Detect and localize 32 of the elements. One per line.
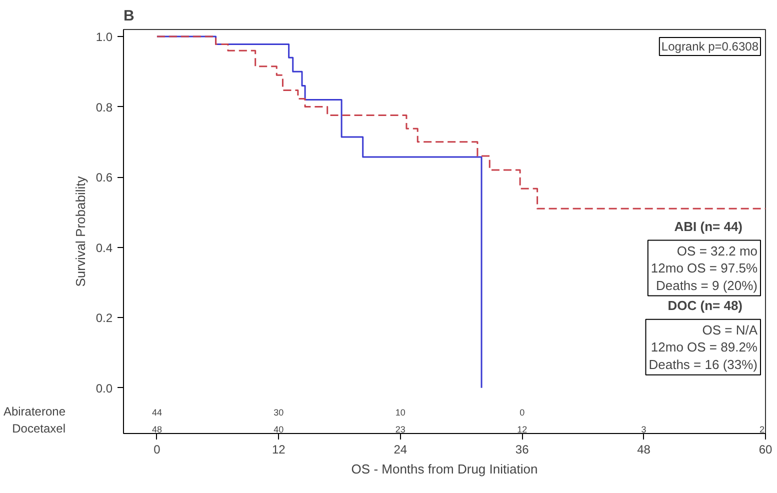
- x-tick-label: 0: [154, 442, 161, 456]
- x-axis-title: OS - Months from Drug Initiation: [351, 462, 538, 476]
- y-tick-label: 0.0: [96, 381, 113, 396]
- annotation: 3: [641, 424, 646, 434]
- y-axis-title: Survival Probability: [72, 176, 88, 287]
- annotation: 12: [517, 424, 528, 434]
- annotation: 44: [152, 407, 162, 418]
- annotation: DOC (n= 48): [668, 298, 743, 313]
- x-tick-label: 36: [515, 442, 530, 456]
- x-tick-label: 60: [758, 442, 772, 456]
- annotation: 23: [395, 424, 406, 434]
- annotation: 40: [274, 424, 284, 434]
- y-tick-label: 1.0: [96, 30, 113, 44]
- annotation: 10: [395, 407, 406, 418]
- annotation: 48: [152, 424, 162, 434]
- chart-title: B: [124, 8, 134, 24]
- text: Docetaxel: [12, 422, 66, 436]
- x-tick-label: 24: [394, 442, 408, 456]
- annotation: 30: [274, 407, 284, 418]
- annotation: OS = N/A 12mo OS = 89.2% Deaths = 16 (33%): [648, 322, 758, 372]
- annotation: 2: [759, 424, 765, 434]
- y-tick-label: 0.8: [96, 100, 113, 114]
- annotation: Logrank p=0.6308: [661, 40, 759, 54]
- y-tick-label: 0.2: [96, 311, 113, 326]
- text: Abiraterone: [3, 404, 66, 419]
- x-tick-label: 48: [637, 442, 651, 456]
- y-tick-label: 0.6: [96, 170, 113, 185]
- annotation: 0: [520, 407, 525, 418]
- annotation: OS = 32.2 mo 12mo OS = 97.5% Deaths = 9 (20%): [650, 243, 758, 293]
- y-tick-label: 0.4: [96, 240, 113, 255]
- x-tick-label: 12: [272, 442, 286, 456]
- annotation: ABI (n= 44): [674, 218, 743, 234]
